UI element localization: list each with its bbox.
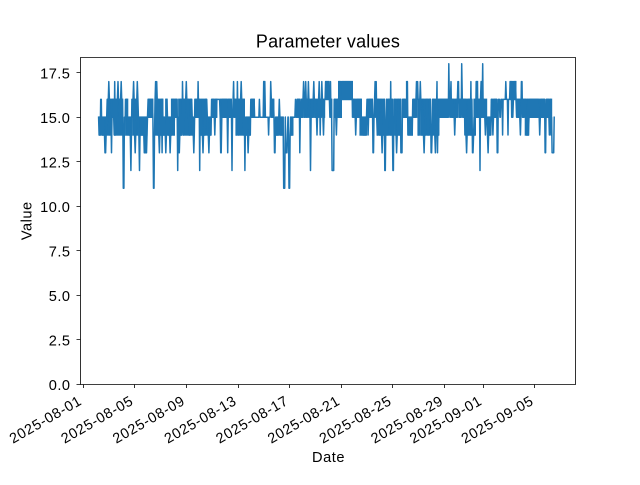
- svg-text:2.5: 2.5: [49, 333, 71, 349]
- svg-text:15.0: 15.0: [40, 111, 70, 127]
- svg-text:7.5: 7.5: [49, 244, 71, 260]
- svg-text:17.5: 17.5: [40, 67, 70, 83]
- svg-text:Date: Date: [312, 450, 345, 466]
- svg-text:Value: Value: [20, 201, 36, 240]
- svg-text:12.5: 12.5: [40, 155, 70, 171]
- svg-text:10.0: 10.0: [40, 200, 70, 216]
- svg-text:0.0: 0.0: [49, 378, 71, 394]
- svg-text:Parameter values: Parameter values: [256, 32, 400, 52]
- svg-text:5.0: 5.0: [49, 289, 71, 305]
